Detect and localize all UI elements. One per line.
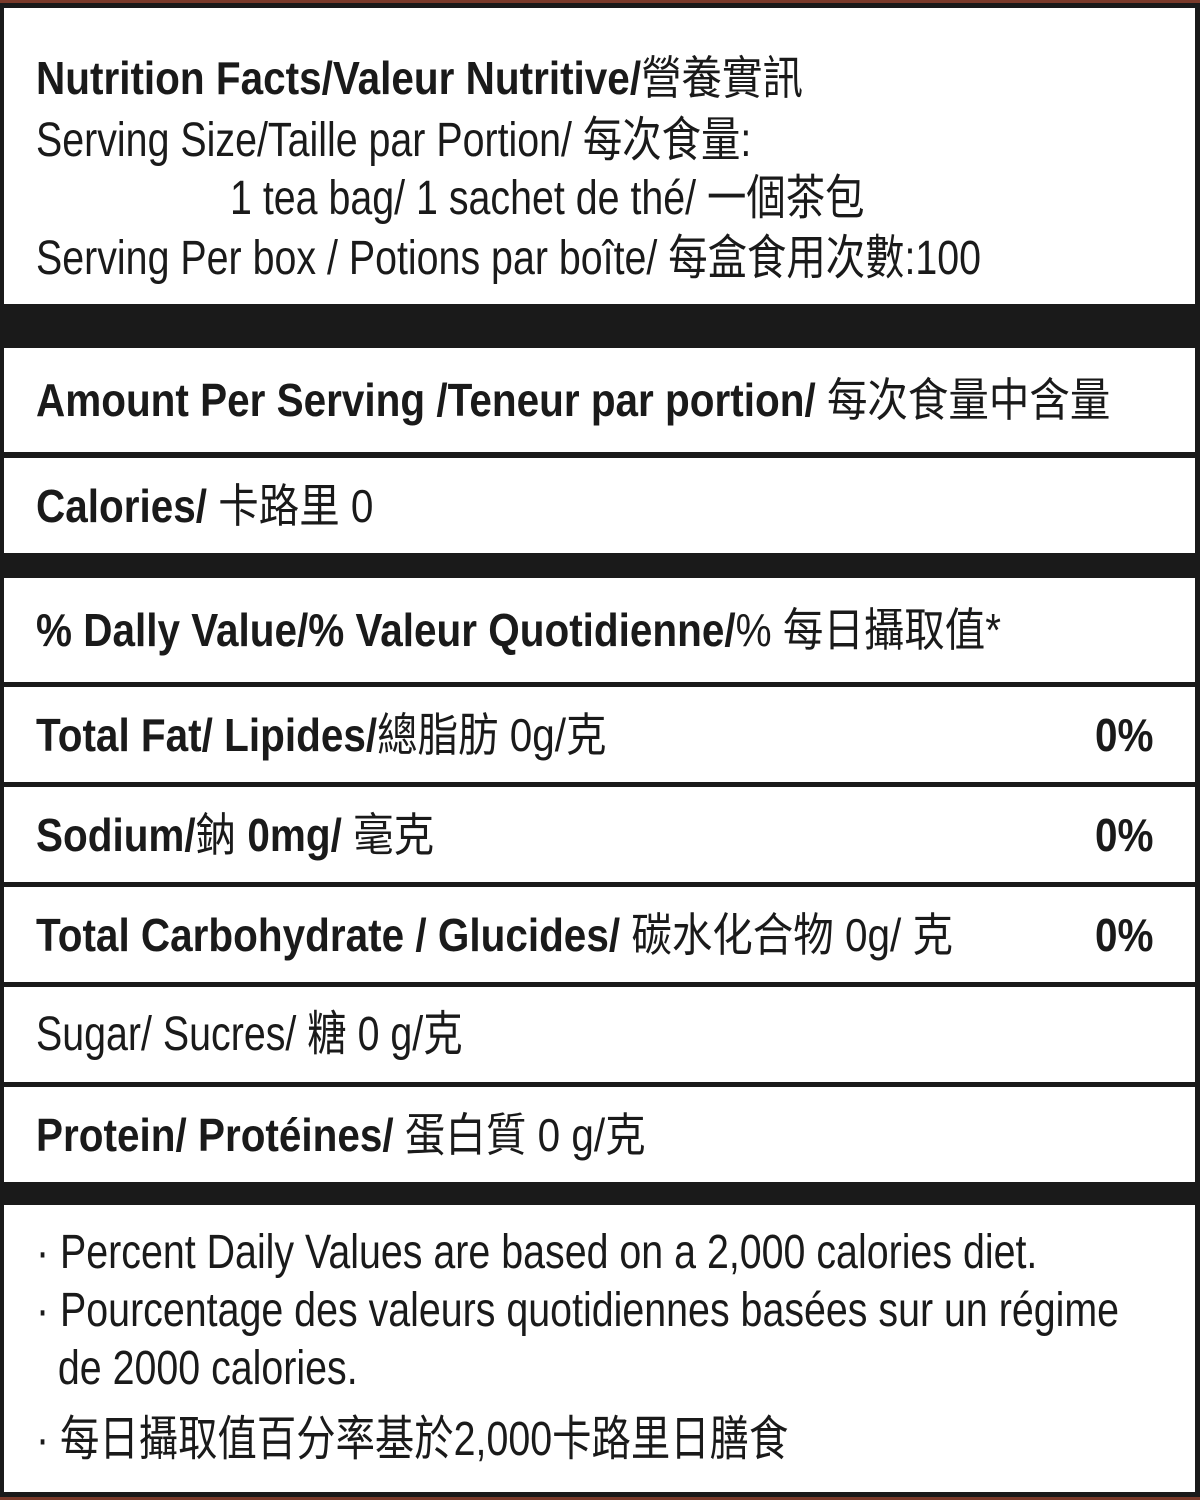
nutrient-name: Sodium/: [36, 808, 196, 861]
nutrient-name-cjk: 鈉: [195, 808, 248, 861]
nutrient-row-carbohydrate: Total Carbohydrate / Glucides/ 碳水化合物 0g/…: [4, 887, 1195, 982]
nutrient-row-sugar: Sugar/ Sucres/ 糖 0 g/克: [4, 987, 1195, 1082]
servings-per-box: Serving Per box / Potions par boîte/ 每盒食…: [36, 232, 982, 285]
nutrient-row-sodium: Sodium/鈉 0mg/ 毫克 0%: [4, 787, 1195, 882]
amount-per-serving-cjk: 每次食量中含量: [815, 374, 1111, 426]
nutrient-name: Protein/ Protéines/: [36, 1108, 394, 1161]
footnote-chinese: · 每日攝取值百分率基於2,000卡路里日膳食: [36, 1413, 789, 1466]
amount-per-serving-row: Amount Per Serving /Teneur par portion/ …: [4, 348, 1195, 452]
nutrient-amount: 碳水化合物 0g/ 克: [620, 908, 953, 961]
header-section: Nutrition Facts/Valeur Nutritive/營養實訊 Se…: [4, 8, 1195, 304]
footnote-french: · Pourcentage des valeurs quotidiennes b…: [36, 1284, 1120, 1337]
nutrient-row-protein: Protein/ Protéines/ 蛋白質 0 g/克: [4, 1087, 1195, 1182]
daily-value-cjk: % 每日攝取值*: [735, 604, 1002, 656]
footnote-french-cont: de 2000 calories.: [36, 1342, 358, 1395]
footnote-english: · Percent Daily Values are based on a 2,…: [36, 1226, 1038, 1279]
nutrient-name: Sugar/ Sucres/ 糖 0 g/克: [36, 1007, 463, 1061]
daily-value-bold: % Dally Value/% Valeur Quotidienne/: [36, 604, 736, 656]
nutrient-name: Total Carbohydrate / Glucides/: [36, 908, 621, 961]
daily-value-header-row: % Dally Value/% Valeur Quotidienne/% 每日攝…: [4, 578, 1195, 682]
nutrient-percent: 0%: [1094, 808, 1153, 861]
nutrient-name: Total Fat/ Lipides/: [36, 708, 378, 761]
nutrient-unit-cjk: 毫克: [341, 808, 435, 861]
nutrient-percent: 0%: [1094, 708, 1153, 761]
calories-label: Calories/: [36, 479, 207, 532]
amount-per-serving-bold: Amount Per Serving /Teneur par portion/: [36, 374, 816, 426]
nutrient-amount: 0mg/: [247, 808, 342, 861]
serving-size-label: Serving Size/Taille par Portion/ 每次食量:: [36, 114, 752, 167]
title-cjk: 營養實訊: [641, 52, 803, 104]
calories-value: 卡路里 0: [206, 479, 374, 532]
nutrient-percent: 0%: [1094, 908, 1153, 961]
serving-size-value: 1 tea bag/ 1 sachet de thé/ 一個茶包: [230, 172, 865, 225]
calories-row: Calories/ 卡路里 0: [4, 458, 1195, 553]
title-bold: Nutrition Facts/Valeur Nutritive/: [36, 52, 642, 104]
label-title: Nutrition Facts/Valeur Nutritive/營養實訊: [36, 42, 803, 108]
nutrient-amount: 總脂肪 0g/克: [377, 708, 607, 761]
nutrient-row-total-fat: Total Fat/ Lipides/總脂肪 0g/克 0%: [4, 687, 1195, 782]
nutrition-label: Nutrition Facts/Valeur Nutritive/營養實訊 Se…: [0, 3, 1200, 1497]
nutrient-amount: 蛋白質 0 g/克: [393, 1108, 646, 1161]
footnotes-section: · Percent Daily Values are based on a 2,…: [4, 1205, 1195, 1492]
